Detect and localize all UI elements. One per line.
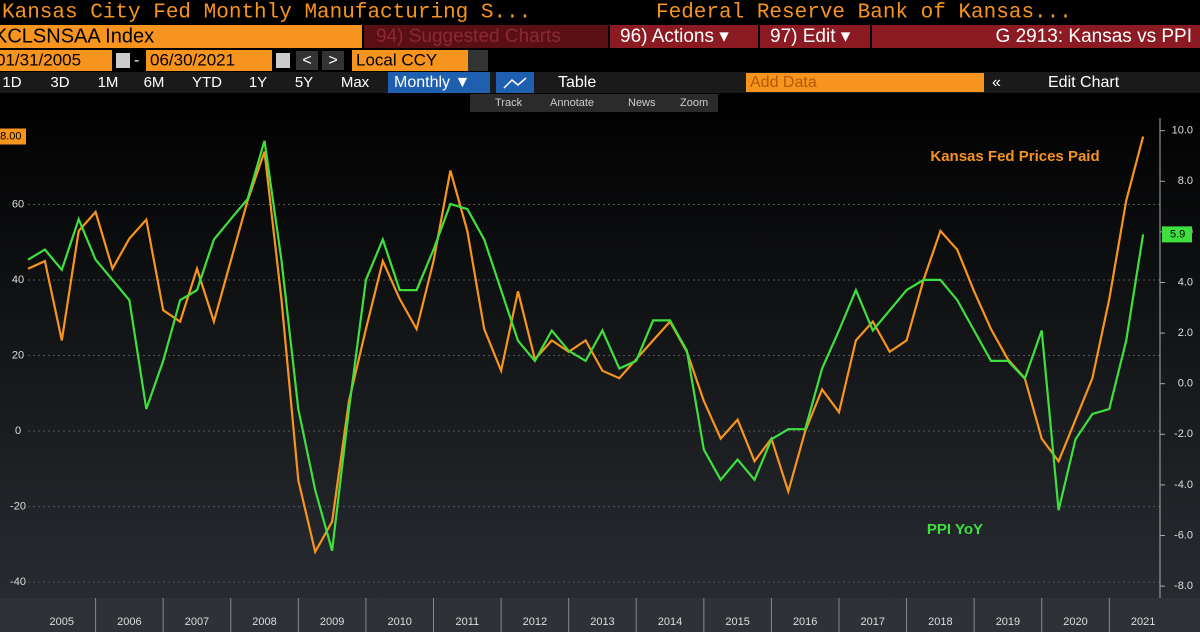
x-tick-label: 2006 (117, 616, 141, 628)
date-dash: - (134, 52, 139, 69)
x-tick-label: 2020 (1063, 616, 1087, 628)
period-button[interactable]: 5Y (295, 74, 313, 91)
calendar-icon[interactable] (276, 53, 290, 68)
x-tick-label: 2008 (252, 616, 276, 628)
title-right: Federal Reserve Bank of Kansas... (656, 2, 1072, 25)
add-data: Add Data (750, 74, 817, 91)
y2-tick-label: 2.0 (1178, 327, 1193, 339)
tool-button[interactable]: Annotate (550, 97, 594, 109)
y2-tick-label: -2.0 (1174, 428, 1193, 440)
y-tick-label: 40 (12, 274, 24, 286)
end-date: 06/30/2021 (150, 50, 235, 69)
x-tick-label: 2010 (387, 616, 411, 628)
y2-tick-label: 10.0 (1172, 125, 1193, 137)
end-date-field[interactable] (146, 50, 272, 71)
chart-name-bar (872, 25, 1200, 48)
x-tick-label: 2019 (996, 616, 1020, 628)
currency-dropdown[interactable] (468, 50, 488, 71)
start-date: 01/31/2005 (0, 50, 81, 69)
x-tick-label: 2014 (658, 616, 682, 628)
add-data-field[interactable] (746, 73, 984, 92)
period-button[interactable]: 1D (2, 74, 21, 91)
y-tick-label: 0 (15, 425, 21, 437)
ticker-field[interactable] (0, 25, 362, 48)
period-button[interactable]: 3D (50, 74, 69, 91)
edit-button[interactable] (760, 25, 870, 48)
y2-tick-label: -8.0 (1174, 580, 1193, 592)
y2-tick-label: 4.0 (1178, 276, 1193, 288)
period-button[interactable]: 1Y (249, 74, 267, 91)
period-button[interactable]: YTD (192, 74, 222, 91)
tool-button[interactable]: Track (495, 97, 523, 109)
x-axis-band (0, 598, 1200, 632)
tool-button[interactable]: Zoom (680, 97, 708, 109)
last-value-label: 5.9 (1170, 228, 1185, 240)
currency-field[interactable] (352, 50, 468, 71)
currency: Local CCY (356, 50, 437, 69)
collapse-button[interactable]: « (992, 74, 1001, 91)
y2-tick-label: -6.0 (1174, 529, 1193, 541)
x-tick-label: 2005 (50, 616, 74, 628)
ticker: KCLSNSAA Index (0, 25, 154, 47)
y-tick-label: -20 (10, 501, 26, 513)
chart-name: G 2913: Kansas vs PPI (996, 26, 1192, 47)
series-label: PPI YoY (927, 521, 983, 538)
last-value-label: 78.00 (0, 130, 22, 142)
x-tick-label: 2016 (793, 616, 817, 628)
y-tick-label: 20 (12, 349, 24, 361)
x-tick-label: 2018 (928, 616, 952, 628)
x-tick-label: 2011 (455, 616, 479, 628)
chart-background (0, 93, 1200, 632)
tool-bar (470, 94, 718, 112)
series-line (27, 140, 1145, 551)
edit-chart-button[interactable]: Edit Chart (1048, 74, 1120, 91)
period-button[interactable]: 1M (98, 74, 119, 91)
x-tick-label: 2009 (320, 616, 344, 628)
suggested-button[interactable] (364, 25, 608, 48)
prev-button[interactable] (296, 51, 318, 70)
series-line (27, 136, 1145, 555)
last-value-box (0, 128, 26, 145)
x-tick-label: 2013 (590, 616, 614, 628)
series-label: Kansas Fed Prices Paid (930, 148, 1099, 165)
x-tick-label: 2017 (861, 616, 885, 628)
line-icon (503, 77, 527, 89)
x-tick-label: 2007 (185, 616, 209, 628)
y-tick-label: 60 (12, 198, 24, 210)
start-date-field[interactable] (0, 50, 112, 71)
frequency: Monthly ▼ (394, 74, 470, 91)
x-tick-label: 2015 (725, 616, 749, 628)
frequency-button[interactable] (388, 72, 490, 93)
x-tick-label: 2012 (523, 616, 547, 628)
y2-tick-label: -4.0 (1174, 479, 1193, 491)
table-button[interactable]: Table (558, 74, 596, 91)
period-button[interactable]: 6M (144, 74, 165, 91)
prev-arrow: < (302, 52, 311, 69)
toolbar (0, 72, 1200, 93)
actions-label: 96) Actions ▾ (620, 26, 729, 47)
x-tick-label: 2021 (1131, 616, 1155, 628)
period-button[interactable]: Max (341, 74, 370, 91)
next-arrow: > (328, 52, 337, 69)
y2-tick-label: 0.0 (1178, 378, 1193, 390)
title-left: Kansas City Fed Monthly Manufacturing S.… (2, 2, 531, 25)
y2-tick-label: 8.0 (1178, 175, 1193, 187)
next-button[interactable] (322, 51, 344, 70)
suggested-label: 94) Suggested Charts (376, 26, 561, 47)
actions-button[interactable] (610, 25, 758, 48)
y-tick-label: -40 (10, 576, 26, 588)
calendar-icon[interactable] (116, 53, 130, 68)
tool-button[interactable]: News (628, 97, 656, 109)
last-value-box (1162, 226, 1192, 243)
edit-label: 97) Edit ▾ (770, 26, 851, 47)
